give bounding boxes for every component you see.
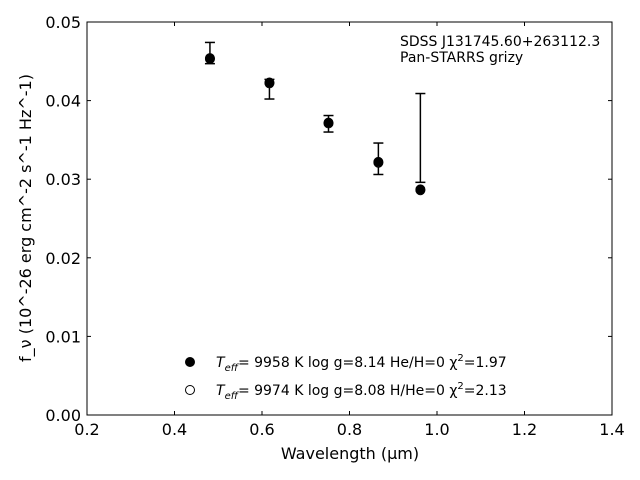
legend-marker-open [185, 385, 195, 395]
model-point-filled [264, 77, 275, 88]
x-tick-label: 1.0 [424, 420, 449, 439]
y-tick-label: 0.03 [45, 170, 81, 189]
x-tick-label: 1.2 [512, 420, 537, 439]
model-point-filled [415, 184, 426, 195]
y-tick-label: 0.05 [45, 13, 81, 32]
legend-marker-filled [185, 357, 195, 367]
y-tick-label: 0.00 [45, 406, 81, 425]
y-tick-label: 0.04 [45, 92, 81, 111]
y-axis-label: f_ν (10^-26 erg cm^-2 s^-1 Hz^-1) [16, 74, 36, 362]
plot-data [204, 41, 426, 196]
annotation-line-2: Pan-STARRS grizy [400, 50, 523, 66]
x-tick-label: 0.8 [337, 420, 362, 439]
y-tick-label: 0.01 [45, 327, 81, 346]
model-point-filled [323, 117, 334, 128]
x-axis-label: Wavelength (μm) [281, 444, 419, 463]
model-point-filled [373, 156, 384, 167]
annotation-line-1: SDSS J131745.60+263112.3 [400, 34, 600, 50]
x-tick-label: 0.6 [249, 420, 274, 439]
legend-label-filled: Teff= 9958 K log g=8.14 He/H=0 χ2=1.97 [216, 353, 507, 374]
legend: Teff= 9958 K log g=8.14 He/H=0 χ2=1.97 Te… [185, 353, 507, 402]
y-tick-label: 0.02 [45, 249, 81, 268]
x-tick-label: 1.4 [599, 420, 624, 439]
x-tick-label: 0.4 [162, 420, 187, 439]
plot-text: SDSS J131745.60+263112.3 Pan-STARRS griz… [16, 34, 600, 463]
axes: 0.2 0.4 0.6 0.8 1.0 1.2 1.4 0.00 0.01 0.02 0.03 0.0… [45, 13, 624, 439]
model-point-filled [204, 53, 215, 64]
x-tick-label: 0.2 [74, 420, 99, 439]
legend-label-open: Teff= 9974 K log g=8.08 H/He=0 χ2=2.13 [216, 381, 507, 402]
